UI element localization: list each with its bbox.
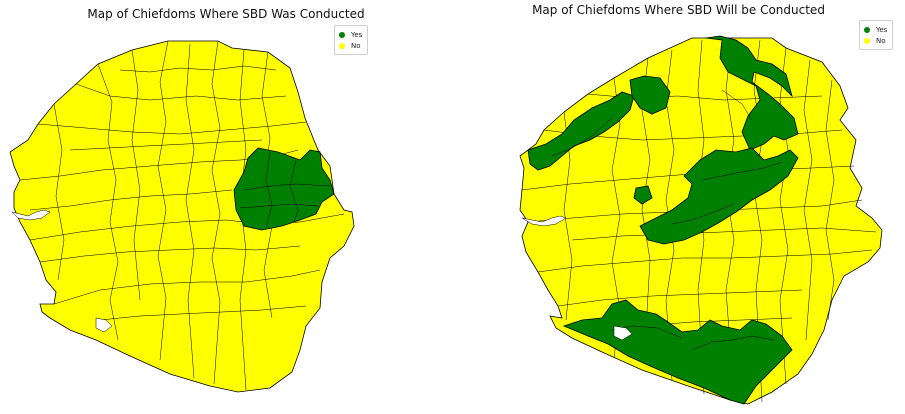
- legend-item-no: No: [864, 35, 887, 46]
- sbd-yes-region: [233, 147, 335, 231]
- legend-dot-icon: [864, 37, 870, 44]
- legend-item-no: No: [339, 40, 362, 51]
- map-title: Map of Chiefdoms Where SBD Will be Condu…: [532, 3, 825, 17]
- legend: Yes No: [334, 25, 369, 55]
- sbd-yes-boundaries: [239, 151, 331, 229]
- legend: Yes No: [859, 20, 894, 50]
- legend-dot-icon: [864, 26, 870, 33]
- sbd-yes-northwest-inland: [629, 75, 671, 115]
- sbd-yes-small-west: [633, 185, 653, 205]
- sherbro-island: [95, 317, 113, 333]
- legend-label: No: [351, 41, 361, 50]
- chiefdom-map-conducted: [9, 40, 355, 393]
- sierra-leone-estuary: [11, 209, 51, 221]
- chiefdom-map-will-be-conducted: [519, 35, 883, 405]
- map-panel-conducted: Map of Chiefdoms Where SBD Was Conducted: [0, 0, 452, 414]
- sherbro-island: [613, 325, 633, 341]
- map-title: Map of Chiefdoms Where SBD Was Conducted: [87, 7, 365, 21]
- legend-item-yes: Yes: [864, 24, 887, 35]
- legend-label: No: [876, 36, 886, 45]
- legend-item-yes: Yes: [339, 29, 362, 40]
- sbd-yes-central-band: [639, 147, 799, 245]
- legend-dot-icon: [339, 42, 345, 49]
- legend-dot-icon: [339, 31, 345, 38]
- sbd-yes-northwest-coast: [527, 91, 635, 171]
- sbd-yes-north-northwest: [705, 35, 799, 151]
- sierra-leone-estuary: [521, 215, 567, 227]
- sbd-yes-regions: [527, 35, 799, 405]
- sbd-yes-southern-coast: [562, 299, 793, 405]
- legend-label: Yes: [876, 25, 888, 34]
- legend-label: Yes: [351, 30, 363, 39]
- map-panel-will-be-conducted: Map of Chiefdoms Where SBD Will be Condu…: [452, 0, 905, 414]
